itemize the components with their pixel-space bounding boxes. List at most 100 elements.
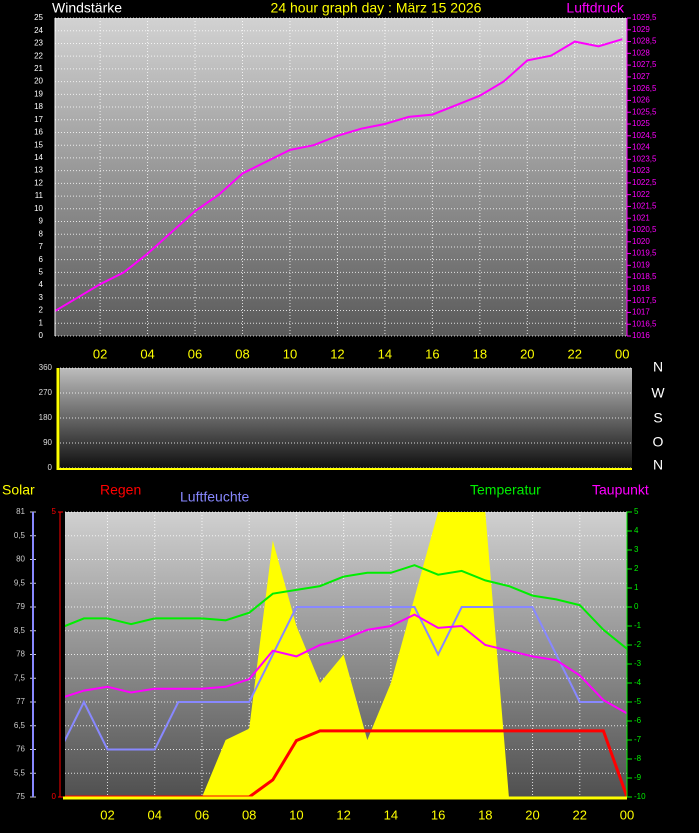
y-tick-label: 1027,5 bbox=[632, 60, 657, 69]
x-tick-label: 16 bbox=[425, 346, 439, 361]
y-tick-label: 75 bbox=[16, 792, 25, 801]
y-tick-label: 1021,5 bbox=[632, 202, 657, 211]
y-tick-label: 1018,5 bbox=[632, 272, 657, 281]
y-tick-label: 12 bbox=[34, 178, 43, 187]
x-tick-label: 14 bbox=[384, 807, 398, 822]
y-tick-label: 8,5 bbox=[14, 626, 26, 635]
y-tick-label: 20 bbox=[34, 77, 43, 86]
y-tick-label: 81 bbox=[16, 507, 25, 516]
compass-label: O bbox=[653, 434, 664, 450]
x-tick-label: 18 bbox=[478, 807, 492, 822]
y-tick-label: 76 bbox=[16, 745, 25, 754]
y-tick-label: -4 bbox=[634, 678, 642, 687]
y-tick-label: 18 bbox=[34, 102, 43, 111]
y-tick-label: 80 bbox=[16, 555, 25, 564]
x-tick-label: 20 bbox=[520, 346, 534, 361]
compass-label: N bbox=[653, 359, 663, 375]
y-tick-label: 11 bbox=[35, 191, 44, 200]
y-tick-label: 1025 bbox=[632, 119, 650, 128]
y-tick-label: 1027 bbox=[632, 72, 650, 81]
y-tick-label: 79 bbox=[16, 602, 25, 611]
y-axis-title: Windstärke bbox=[52, 0, 122, 16]
y-tick-label: 1022 bbox=[632, 190, 650, 199]
x-tick-label: 02 bbox=[100, 807, 114, 822]
x-tick-label: 10 bbox=[289, 807, 303, 822]
y-tick-label: 0 bbox=[39, 331, 44, 340]
line bbox=[55, 38, 623, 313]
y-tick-label: 90 bbox=[43, 438, 52, 447]
y-tick-label: 5,5 bbox=[14, 768, 26, 777]
y-tick-label: 7 bbox=[39, 242, 44, 251]
y-tick-label: 1020 bbox=[632, 237, 650, 246]
y-tick-label: -10 bbox=[634, 792, 646, 801]
line bbox=[65, 729, 627, 797]
y-tick-label: 1023,5 bbox=[632, 154, 657, 163]
compass-label: W bbox=[651, 385, 665, 401]
y-tick-label: 14 bbox=[34, 153, 43, 162]
y-tick-label: 1016 bbox=[632, 331, 650, 340]
y-tick-label: 1020,5 bbox=[632, 225, 657, 234]
y-tick-label: 15 bbox=[34, 140, 43, 149]
y-tick-label: 1019,5 bbox=[632, 249, 657, 258]
y-tick-label: 6 bbox=[39, 255, 44, 264]
y-tick-label: 1019 bbox=[632, 260, 650, 269]
x-tick-label: 16 bbox=[431, 807, 445, 822]
line bbox=[65, 564, 627, 650]
y-tick-label: 5 bbox=[39, 268, 44, 277]
y-tick-label: 1026,5 bbox=[632, 84, 657, 93]
y-tick-label: 1022,5 bbox=[632, 178, 657, 187]
x-tick-label: 00 bbox=[620, 807, 634, 822]
y-tick-label: 1017,5 bbox=[632, 296, 657, 305]
y-tick-label: 0 bbox=[52, 792, 57, 801]
legend-label: Luftfeuchte bbox=[180, 489, 249, 505]
y-tick-label: 2 bbox=[634, 564, 639, 573]
y-tick-label: 1 bbox=[39, 318, 44, 327]
x-tick-label: 22 bbox=[573, 807, 587, 822]
legend-label: Solar bbox=[2, 482, 35, 498]
compass-label: S bbox=[653, 410, 662, 426]
y-tick-label: 1016,5 bbox=[632, 319, 657, 328]
y-tick-label: 8 bbox=[39, 229, 44, 238]
y-tick-label: -5 bbox=[634, 697, 642, 706]
y-tick-label: 3 bbox=[39, 293, 44, 302]
x-tick-label: 14 bbox=[378, 346, 392, 361]
y-tick-label: 24 bbox=[34, 26, 43, 35]
y-tick-label: -3 bbox=[634, 659, 642, 668]
x-tick-label: 12 bbox=[336, 807, 350, 822]
y-tick-label: 9,5 bbox=[14, 578, 26, 587]
y-tick-label: 1025,5 bbox=[632, 107, 657, 116]
legend-label: Temperatur bbox=[470, 482, 541, 498]
y-tick-label: 1 bbox=[634, 583, 639, 592]
x-tick-label: 04 bbox=[140, 346, 154, 361]
y-tick-label: 270 bbox=[39, 388, 53, 397]
y-tick-label: 10 bbox=[34, 204, 43, 213]
plot-background bbox=[55, 18, 627, 336]
y-tick-label: -7 bbox=[634, 735, 642, 744]
y2-axis-title: Luftdruck bbox=[566, 0, 625, 16]
x-tick-label: 12 bbox=[330, 346, 344, 361]
y-tick-label: -9 bbox=[634, 773, 642, 782]
y-tick-label: 13 bbox=[34, 166, 43, 175]
y-tick-label: 22 bbox=[34, 51, 43, 60]
y-tick-label: 78 bbox=[16, 650, 25, 659]
x-tick-label: 08 bbox=[235, 346, 249, 361]
y-tick-label: 77 bbox=[16, 697, 25, 706]
x-tick-label: 04 bbox=[147, 807, 161, 822]
y-tick-label: 1023 bbox=[632, 166, 650, 175]
y-tick-label: 23 bbox=[34, 39, 43, 48]
y-tick-label: 180 bbox=[39, 413, 53, 422]
x-tick-label: 06 bbox=[188, 346, 202, 361]
y-tick-label: 4 bbox=[39, 280, 44, 289]
line bbox=[65, 606, 604, 751]
y-tick-label: 1017 bbox=[632, 308, 650, 317]
y-tick-label: 1024,5 bbox=[632, 131, 657, 140]
y-tick-label: 9 bbox=[39, 217, 44, 226]
y-tick-label: 25 bbox=[34, 13, 43, 22]
y-tick-label: 1021 bbox=[632, 213, 650, 222]
x-tick-label: 18 bbox=[473, 346, 487, 361]
compass-label: N bbox=[653, 457, 663, 473]
y-tick-label: -2 bbox=[634, 640, 642, 649]
x-tick-label: 00 bbox=[615, 346, 629, 361]
